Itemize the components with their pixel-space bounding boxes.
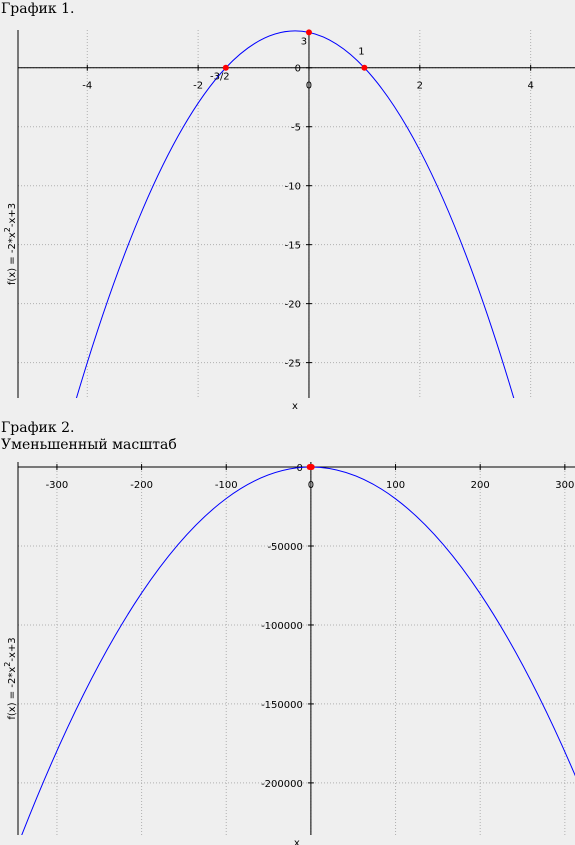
point [307, 464, 314, 471]
y-axis-label: f(x) = -2*x2-x+3 [3, 203, 18, 285]
x-axis-label: x [292, 401, 298, 412]
y-tick-label: -200000 [261, 779, 303, 790]
x-tick-label: 2 [417, 81, 423, 92]
y-axis-label-part: 2 [3, 227, 12, 232]
point [222, 64, 229, 71]
x-tick-label: 200 [471, 480, 490, 491]
y-tick-label: 0 [297, 463, 303, 474]
y-axis-label: f(x) = -2*x2-x+3 [3, 637, 18, 719]
y-tick-label: -20 [285, 300, 301, 311]
x-tick-label: 100 [386, 480, 405, 491]
y-tick-label: -5 [291, 123, 301, 134]
x-tick-label: 300 [555, 480, 574, 491]
chart-title: График 2. [1, 420, 74, 436]
chart-title: График 1. [1, 1, 74, 17]
y-tick-label: -150000 [261, 700, 303, 711]
x-tick-label: 0 [308, 480, 314, 491]
y-tick-label: -10 [285, 182, 301, 193]
x-tick-label: -300 [46, 480, 69, 491]
y-axis-label-part: f(x) = -2*x [7, 232, 18, 285]
chart-subtitle: Уменьшенный масштаб [1, 437, 177, 453]
y-tick-label: -100000 [261, 621, 303, 632]
y-tick-label: -25 [285, 359, 301, 370]
y-axis-label-part: f(x) = -2*x [7, 667, 18, 720]
point [305, 29, 312, 36]
point-label: 3 [301, 36, 307, 47]
point [361, 64, 368, 71]
y-axis-label-part: 2 [3, 662, 12, 667]
x-tick-label: -4 [82, 81, 92, 92]
y-tick-label: -50000 [267, 542, 302, 553]
y-tick-label: 0 [295, 64, 301, 75]
y-tick-label: -15 [285, 241, 301, 252]
point-label: -3/2 [210, 72, 230, 83]
point-label: 1 [358, 47, 364, 58]
x-tick-label: 4 [527, 81, 533, 92]
x-tick-label: -2 [193, 81, 203, 92]
curve [21, 466, 575, 835]
y-axis-label-part: -x+3 [7, 637, 18, 661]
x-axis-label: x [294, 838, 300, 845]
x-tick-label: -100 [215, 480, 238, 491]
y-axis-label-part: -x+3 [7, 203, 18, 227]
curve [75, 30, 515, 398]
x-tick-label: 0 [306, 81, 312, 92]
x-tick-label: -200 [130, 480, 153, 491]
